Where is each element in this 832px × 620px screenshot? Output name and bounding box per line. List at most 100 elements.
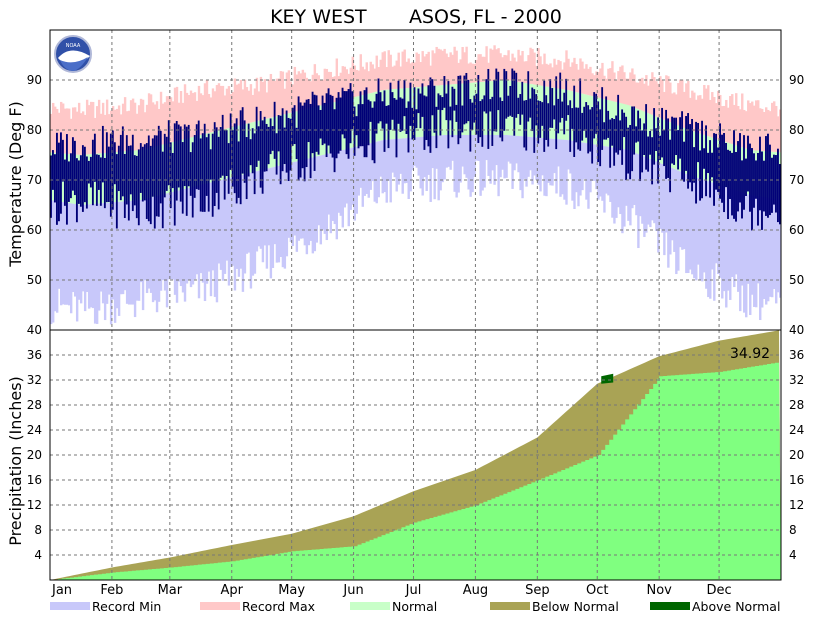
record-max-bar: [637, 82, 640, 110]
actual-temp-bar: [667, 118, 670, 178]
record-max-bar: [383, 51, 386, 90]
record-min-bar: [63, 202, 67, 305]
record-min-bar: [685, 173, 688, 274]
record-min-bar: [321, 155, 325, 230]
actual-temp-bar: [357, 104, 360, 149]
record-min-bar: [521, 136, 524, 199]
record-max-bar: [125, 111, 129, 152]
record-max-bar: [605, 78, 608, 100]
actual-temp-bar: [155, 135, 158, 217]
actual-temp-bar: [267, 126, 270, 165]
record-min-bar: [101, 203, 105, 304]
record-max-bar: [285, 72, 289, 114]
record-max-bar: [77, 102, 81, 155]
record-max-bar: [205, 79, 209, 134]
record-max-bar: [389, 54, 392, 90]
record-max-bar: [353, 65, 356, 98]
record-min-bar: [173, 191, 177, 295]
actual-temp-bar: [197, 120, 200, 190]
record-max-bar: [701, 98, 704, 135]
record-max-bar: [497, 48, 500, 81]
record-max-bar: [217, 83, 221, 131]
record-min-bar: [75, 204, 79, 322]
actual-temp-bar: [775, 155, 777, 213]
record-min-bar: [53, 200, 57, 312]
record-min-bar: [599, 145, 602, 197]
record-max-bar: [513, 57, 516, 82]
record-min-bar: [241, 174, 245, 292]
record-min-bar: [201, 184, 205, 283]
record-max-bar: [261, 81, 265, 120]
actual-temp-bar: [265, 123, 268, 172]
actual-temp-bar: [609, 119, 612, 168]
actual-temp-bar: [159, 130, 162, 204]
actual-temp-bar: [577, 107, 580, 150]
record-min-bar: [271, 167, 275, 268]
record-min-bar: [79, 205, 83, 304]
record-min-bar: [493, 135, 496, 185]
actual-temp-bar: [455, 104, 458, 122]
record-min-bar: [50, 200, 53, 325]
record-min-bar: [527, 136, 530, 177]
actual-temp-bar: [601, 87, 604, 150]
actual-temp-bar: [595, 93, 598, 134]
record-min-bar: [87, 204, 91, 309]
record-max-bar: [287, 70, 291, 114]
record-max-bar: [283, 88, 287, 115]
record-max-bar: [303, 72, 307, 110]
actual-temp-bar: [341, 87, 344, 135]
record-min-bar: [235, 176, 239, 269]
actual-temp-bar: [433, 85, 436, 133]
record-max-bar: [177, 102, 181, 141]
record-max-bar: [427, 51, 430, 87]
climate-chart: 50 50 60 60 70 70 80 80 90 90 4 4 8 8 12 12 16 16 20 20 24 24…: [6, 29, 804, 598]
record-max-bar: [55, 108, 59, 154]
record-min-bar: [349, 148, 352, 210]
actual-temp-bar: [169, 142, 172, 209]
actual-temp-bar: [303, 102, 306, 182]
record-max-bar: [271, 80, 275, 118]
record-max-bar: [611, 61, 614, 102]
record-min-bar: [391, 139, 394, 173]
month-tick-label: May: [278, 583, 305, 598]
record-min-bar: [183, 189, 187, 302]
panel-frames: [49, 29, 782, 581]
actual-temp-bar: [475, 93, 478, 135]
legend-item: Record Min: [50, 598, 161, 614]
actual-temp-bar: [119, 134, 122, 201]
record-max-bar: [133, 102, 137, 151]
record-min-bar: [209, 182, 213, 297]
record-max-bar: [345, 69, 348, 100]
actual-temp-bar: [295, 127, 298, 160]
record-min-bar: [457, 135, 460, 193]
actual-temp-bar: [569, 100, 572, 152]
actual-temp-bar: [359, 91, 362, 147]
record-min-bar: [581, 142, 584, 191]
record-max-bar: [755, 100, 758, 151]
record-max-bar: [483, 56, 486, 82]
record-min-bar: [77, 204, 81, 300]
record-min-bar: [555, 139, 558, 194]
actual-temp-bar: [50, 155, 52, 218]
actual-temp-bar: [651, 137, 654, 185]
actual-temp-bar: [53, 154, 56, 203]
record-max-bar: [255, 77, 259, 122]
record-min-bar: [229, 177, 233, 268]
record-max-bar: [151, 102, 155, 147]
record-max-bar: [735, 93, 738, 146]
record-max-bar: [97, 99, 101, 154]
actual-temp-bar: [203, 123, 206, 212]
record-max-bar: [105, 99, 109, 153]
record-min-bar: [427, 136, 430, 175]
record-max-bar: [763, 112, 766, 152]
record-max-bar: [347, 73, 350, 99]
record-max-bar: [529, 47, 532, 84]
actual-temp-bar: [627, 127, 630, 174]
record-max-bar: [521, 51, 524, 83]
record-min-bar: [141, 199, 145, 311]
actual-temp-bar: [291, 107, 294, 146]
record-max-bar: [431, 50, 434, 86]
record-min-bar: [437, 135, 440, 201]
actual-temp-bar: [277, 115, 280, 152]
temp-tick-label-left: 50: [27, 273, 42, 287]
